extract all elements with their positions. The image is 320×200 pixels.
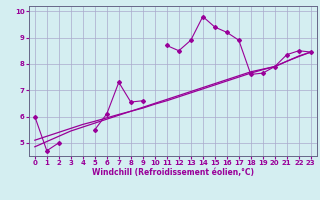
X-axis label: Windchill (Refroidissement éolien,°C): Windchill (Refroidissement éolien,°C) <box>92 168 254 177</box>
